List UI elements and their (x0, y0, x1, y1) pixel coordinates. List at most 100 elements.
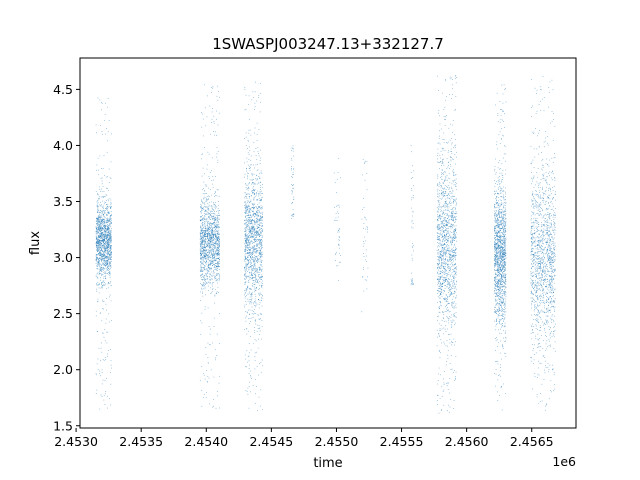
data-point (107, 176, 108, 178)
data-point (440, 339, 442, 340)
data-point (246, 268, 248, 269)
data-point (205, 279, 206, 281)
data-point (110, 177, 112, 179)
data-point (254, 255, 256, 257)
data-point (201, 112, 202, 113)
data-point (256, 212, 258, 214)
data-point (111, 213, 112, 215)
data-point (259, 242, 261, 244)
data-point (97, 246, 99, 247)
data-point (104, 225, 106, 226)
data-point (110, 253, 112, 255)
data-point (108, 252, 109, 254)
data-point (107, 98, 109, 99)
data-point (451, 327, 452, 328)
data-point (258, 293, 259, 295)
data-point (451, 250, 452, 252)
data-point (208, 236, 210, 238)
data-point (109, 251, 111, 253)
data-point (218, 257, 220, 258)
data-point (206, 261, 207, 262)
data-point (99, 230, 101, 231)
data-point (250, 260, 251, 262)
data-point (103, 251, 104, 253)
data-point (248, 309, 249, 311)
data-point (102, 333, 104, 334)
data-point (257, 228, 259, 229)
data-point (218, 269, 220, 270)
data-point (248, 240, 249, 242)
data-point (209, 243, 211, 245)
data-point (101, 232, 103, 233)
data-point (205, 234, 206, 236)
data-point (110, 242, 111, 244)
data-point (98, 241, 100, 242)
data-point (252, 260, 254, 261)
data-point (110, 256, 112, 258)
data-point (203, 243, 205, 245)
data-point (258, 233, 260, 235)
data-point (256, 256, 258, 258)
data-point (258, 253, 260, 254)
data-point (210, 235, 212, 237)
data-point (210, 241, 212, 243)
data-point (200, 251, 202, 253)
data-point (209, 213, 211, 215)
data-point (453, 276, 455, 277)
data-point (218, 255, 220, 257)
data-point (449, 250, 451, 252)
data-point (453, 274, 455, 276)
data-point (97, 221, 99, 222)
data-point (336, 265, 337, 267)
data-point (96, 254, 98, 256)
data-point (100, 240, 101, 242)
data-point (255, 271, 257, 272)
data-point (261, 279, 262, 280)
data-point (98, 206, 99, 208)
data-point (444, 281, 446, 282)
data-point (259, 176, 261, 178)
data-point (200, 291, 201, 293)
data-point (100, 284, 102, 285)
data-point (111, 259, 112, 261)
data-point (106, 230, 108, 232)
data-point (244, 274, 246, 275)
data-point (211, 244, 212, 246)
data-point (251, 210, 253, 212)
data-point (98, 241, 100, 243)
data-point (213, 267, 215, 268)
data-point (106, 260, 107, 262)
data-point (253, 179, 254, 180)
data-point (96, 229, 98, 231)
data-point (253, 246, 255, 247)
data-point (452, 282, 453, 284)
data-point (214, 241, 216, 243)
data-point (201, 266, 202, 268)
data-point (246, 222, 248, 223)
data-point (103, 238, 105, 240)
data-point (244, 250, 245, 252)
data-point (102, 234, 103, 236)
data-point (97, 285, 99, 286)
data-point (108, 232, 110, 234)
data-point (250, 240, 252, 242)
data-point (103, 268, 105, 270)
data-point (104, 257, 106, 259)
data-point (97, 217, 99, 218)
data-point (411, 188, 413, 189)
data-point (218, 200, 219, 202)
data-point (200, 204, 202, 205)
data-point (200, 253, 201, 255)
data-point (218, 232, 219, 234)
data-point (441, 250, 443, 251)
data-point (292, 171, 294, 173)
data-point (249, 247, 251, 249)
data-point (211, 237, 213, 239)
data-point (207, 236, 208, 238)
data-point (99, 243, 100, 245)
data-point (363, 223, 365, 224)
data-point (108, 258, 110, 259)
data-point (256, 250, 258, 252)
data-point (261, 216, 263, 217)
data-point (212, 258, 214, 259)
